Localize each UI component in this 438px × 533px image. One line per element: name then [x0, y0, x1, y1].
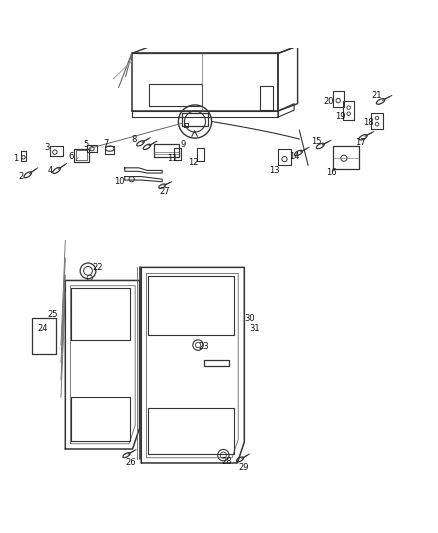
- Text: 8: 8: [131, 135, 137, 144]
- Text: 31: 31: [250, 324, 260, 333]
- Text: 9: 9: [180, 140, 186, 149]
- Text: 27: 27: [159, 187, 170, 196]
- Text: 1: 1: [13, 154, 18, 163]
- Text: 7: 7: [104, 139, 109, 148]
- Text: 13: 13: [269, 166, 280, 175]
- Text: 15: 15: [311, 137, 321, 146]
- Text: 5: 5: [84, 140, 89, 149]
- Text: 20: 20: [324, 97, 334, 106]
- Text: 2: 2: [18, 172, 23, 181]
- Text: 25: 25: [47, 310, 57, 319]
- Text: 12: 12: [188, 158, 199, 167]
- Text: 24: 24: [37, 324, 48, 333]
- Text: 16: 16: [326, 168, 337, 177]
- Text: 4: 4: [48, 166, 53, 175]
- Text: 29: 29: [238, 463, 249, 472]
- Text: 22: 22: [92, 263, 103, 272]
- Text: 6: 6: [69, 152, 74, 161]
- Text: 23: 23: [199, 342, 209, 351]
- Text: 3: 3: [44, 143, 49, 152]
- Text: 17: 17: [355, 138, 366, 147]
- Text: 10: 10: [114, 177, 125, 187]
- Text: 18: 18: [363, 118, 374, 127]
- Text: 14: 14: [289, 152, 299, 161]
- Text: 28: 28: [222, 457, 232, 466]
- Text: 11: 11: [166, 154, 177, 163]
- Text: 19: 19: [335, 112, 346, 121]
- Text: 26: 26: [126, 458, 136, 467]
- Text: 30: 30: [244, 313, 255, 322]
- Text: 21: 21: [371, 91, 381, 100]
